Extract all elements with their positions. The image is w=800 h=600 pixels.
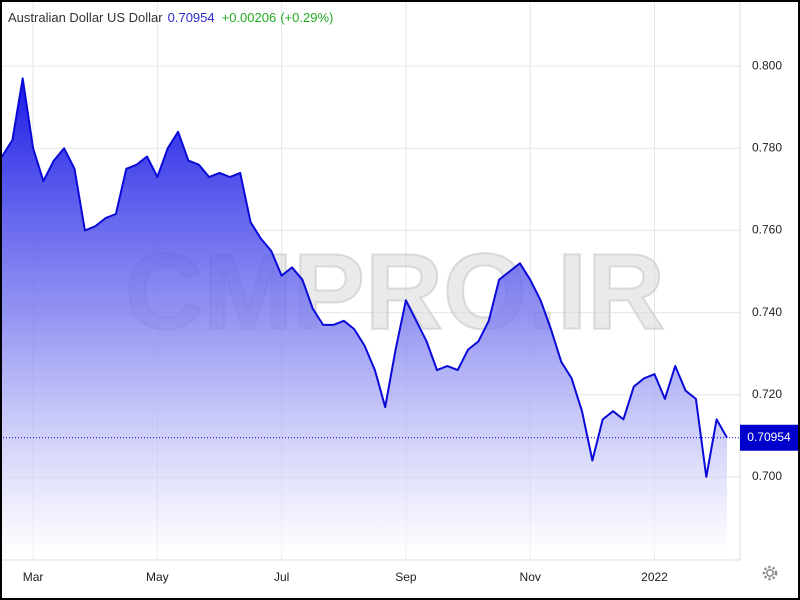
change: +0.00206	[222, 10, 277, 25]
title: Australian Dollar US Dollar	[8, 10, 163, 25]
y-tick-label: 0.780	[752, 140, 782, 154]
x-tick-label: Jul	[274, 570, 289, 584]
plot	[0, 77, 740, 556]
y-tick-label: 0.800	[752, 58, 782, 72]
y-tick-label: 0.760	[752, 223, 782, 237]
instrument-title: Australian Dollar US Dollar 0.70954 +0.002…	[8, 10, 333, 25]
y-tick-label: 0.720	[752, 387, 782, 401]
price-tag	[740, 424, 798, 451]
y-tick-label: 0.700	[752, 469, 782, 483]
last-price: 0.70954	[168, 10, 215, 25]
x-tick-label: Sep	[395, 570, 417, 584]
change-percent: (+0.29%)	[280, 10, 333, 25]
area	[2, 78, 727, 556]
price-tag-label: 0.70954	[747, 430, 791, 444]
line	[1, 77, 728, 478]
settings-icon[interactable]	[762, 565, 778, 581]
x-tick-label: Nov	[520, 570, 541, 584]
x-tick-label: May	[146, 570, 169, 584]
y-axis: 0.700 0.720 0.740 0.760 0.780 0.800 Mar May Jul S…	[0, 0, 798, 584]
x-tick-label: 2022	[641, 570, 668, 584]
y-tick-label: 0.740	[752, 305, 782, 319]
x-tick-label: Mar	[23, 570, 44, 584]
